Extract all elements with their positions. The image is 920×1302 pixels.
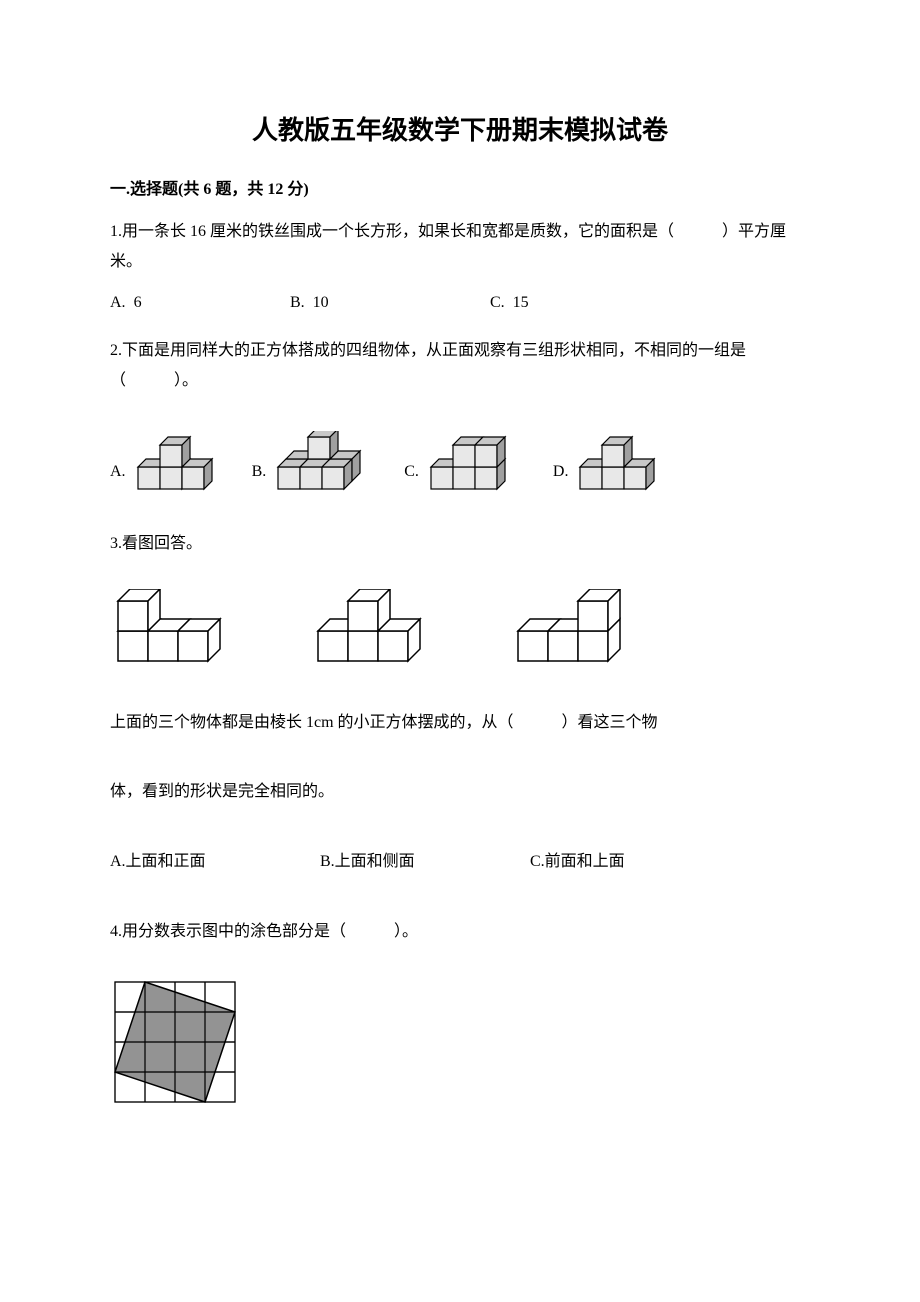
page-title: 人教版五年级数学下册期末模拟试卷 — [110, 110, 810, 147]
q4-text: 4.用分数表示图中的涂色部分是（ ）。 — [110, 917, 810, 947]
q3-figA — [110, 589, 250, 669]
q4-figure — [110, 977, 810, 1107]
section-heading: 一.选择题(共 6 题，共 12 分) — [110, 175, 810, 199]
q3-figB — [310, 589, 450, 669]
q2-figures: A. B. — [110, 427, 810, 495]
q2-figC — [425, 427, 521, 495]
q2-figA — [132, 431, 220, 495]
q3-optB: B.上面和侧面 — [320, 847, 530, 871]
q2-labelA: A. — [110, 463, 126, 481]
q1-optA: 6 — [134, 294, 142, 311]
q3-line1: 上面的三个物体都是由棱长 1cm 的小正方体摆成的，从（ ）看这三个物 — [110, 709, 810, 738]
q1-optC: 15 — [513, 294, 529, 311]
q2-labelC: C. — [404, 463, 419, 481]
q3-figures — [110, 589, 810, 669]
q2-labelB: B. — [252, 463, 267, 481]
q3-line2: 体，看到的形状是完全相同的。 — [110, 778, 810, 807]
q2-figB — [272, 431, 372, 495]
q1-optB-label: B. — [290, 294, 305, 311]
q3-options: A.上面和正面 B.上面和侧面 C.前面和上面 — [110, 847, 810, 871]
q1-optA-label: A. — [110, 294, 126, 311]
q1-optB: 10 — [313, 294, 329, 311]
q3-text: 3.看图回答。 — [110, 529, 810, 559]
q1-text: 1.用一条长 16 厘米的铁丝围成一个长方形，如果长和宽都是质数，它的面积是（ … — [110, 217, 810, 278]
q3-optA: A.上面和正面 — [110, 847, 320, 871]
q3-optC: C.前面和上面 — [530, 847, 625, 871]
q1-options: A. 6 B. 10 C. 15 — [110, 294, 810, 312]
q2-labelD: D. — [553, 463, 569, 481]
q1-optC-label: C. — [490, 294, 505, 311]
q2-figD — [574, 431, 670, 495]
q3-figC — [510, 589, 650, 669]
q2-text: 2.下面是用同样大的正方体搭成的四组物体，从正面观察有三组形状相同，不相同的一组… — [110, 336, 810, 397]
